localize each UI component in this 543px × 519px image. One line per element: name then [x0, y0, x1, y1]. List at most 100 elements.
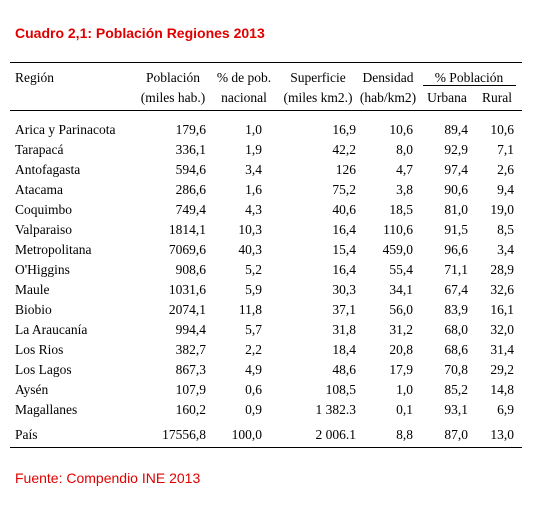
value-cell: 56,0: [389, 302, 413, 317]
value-cell: 110,6: [383, 222, 413, 237]
region-cell: Metropolitana: [15, 242, 91, 257]
value-cell: 20,8: [389, 342, 413, 357]
value-cell: 29,2: [490, 362, 514, 377]
value-cell: 11,8: [239, 302, 262, 317]
header-cell: % Población: [435, 70, 504, 85]
value-cell: 40,3: [238, 242, 262, 257]
header-cell: (miles hab.): [141, 90, 205, 105]
value-cell: 32,0: [490, 322, 514, 337]
region-cell: La Araucanía: [15, 322, 87, 337]
value-cell: 97,4: [444, 162, 468, 177]
header-cell: nacional: [221, 90, 267, 105]
header-cell: Región: [15, 70, 54, 85]
value-cell: 30,3: [332, 282, 356, 297]
value-cell: 4,3: [245, 202, 262, 217]
value-cell: 67,4: [444, 282, 468, 297]
value-cell: 1814,1: [169, 222, 206, 237]
value-cell: 8,8: [396, 427, 413, 442]
value-cell: 10,6: [490, 122, 514, 137]
region-cell: Maule: [15, 282, 50, 297]
value-cell: 28,9: [490, 262, 514, 277]
value-cell: 70,8: [444, 362, 468, 377]
header-cell: Población: [146, 70, 200, 85]
value-cell: 107,9: [176, 382, 207, 397]
region-cell: Atacama: [15, 182, 63, 197]
value-cell: 15,4: [332, 242, 356, 257]
value-cell: 382,7: [176, 342, 207, 357]
value-cell: 55,4: [389, 262, 413, 277]
header-cell: Superficie: [290, 70, 345, 85]
value-cell: 68,6: [444, 342, 468, 357]
value-cell: 0,9: [245, 402, 262, 417]
value-cell: 9,4: [497, 182, 514, 197]
value-cell: 2 006.1: [316, 427, 357, 442]
value-cell: 1,0: [245, 122, 262, 137]
value-cell: 83,9: [444, 302, 468, 317]
value-cell: 1,0: [396, 382, 413, 397]
value-cell: 17,9: [389, 362, 413, 377]
header-cell: Urbana: [427, 90, 467, 105]
value-cell: 85,2: [444, 382, 468, 397]
value-cell: 2,2: [245, 342, 262, 357]
value-cell: 40,6: [332, 202, 356, 217]
region-cell: Antofagasta: [15, 162, 80, 177]
value-cell: 100,0: [232, 427, 263, 442]
value-cell: 5,7: [245, 322, 262, 337]
value-cell: 17556,8: [162, 427, 206, 442]
value-cell: 908,6: [176, 262, 207, 277]
region-cell: Valparaiso: [15, 222, 72, 237]
value-cell: 0,1: [396, 402, 413, 417]
value-cell: 594,6: [176, 162, 207, 177]
value-cell: 31,2: [389, 322, 413, 337]
value-cell: 160,2: [176, 402, 206, 417]
value-cell: 286,6: [176, 182, 207, 197]
region-cell: Coquimbo: [15, 202, 72, 217]
header-cell: % de pob.: [217, 70, 271, 85]
value-cell: 4,9: [245, 362, 262, 377]
value-cell: 81,0: [444, 202, 468, 217]
value-cell: 16,1: [490, 302, 514, 317]
value-cell: 91,5: [444, 222, 468, 237]
value-cell: 75,2: [332, 182, 356, 197]
region-cell: Los Rios: [15, 342, 63, 357]
value-cell: 7069,6: [169, 242, 206, 257]
value-cell: 16,4: [332, 222, 356, 237]
region-cell: Los Lagos: [15, 362, 72, 377]
source: Fuente: Compendio INE 2013: [15, 470, 200, 486]
value-cell: 93,1: [444, 402, 468, 417]
value-cell: 18,5: [389, 202, 413, 217]
region-cell: Magallanes: [15, 402, 77, 417]
value-cell: 31,4: [490, 342, 514, 357]
header-cell: (hab/km2): [360, 90, 416, 105]
value-cell: 68,0: [444, 322, 468, 337]
region-cell: Tarapacá: [15, 142, 64, 157]
value-cell: 37,1: [332, 302, 356, 317]
value-cell: 19,0: [490, 202, 514, 217]
value-cell: 1 382.3: [316, 402, 357, 417]
region-cell: Aysén: [15, 382, 49, 397]
value-cell: 336,1: [176, 142, 206, 157]
value-cell: 2,6: [497, 162, 514, 177]
value-cell: 7,1: [497, 142, 514, 157]
value-cell: 1031,6: [169, 282, 206, 297]
value-cell: 34,1: [389, 282, 413, 297]
value-cell: 87,0: [444, 427, 468, 442]
value-cell: 3,8: [396, 182, 413, 197]
value-cell: 96,6: [444, 242, 468, 257]
value-cell: 90,6: [444, 182, 468, 197]
value-cell: 92,9: [444, 142, 468, 157]
value-cell: 749,4: [176, 202, 207, 217]
value-cell: 42,2: [332, 142, 356, 157]
value-cell: 3,4: [245, 162, 262, 177]
value-cell: 5,9: [245, 282, 262, 297]
title: Cuadro 2,1: Población Regiones 2013: [15, 25, 265, 41]
value-cell: 179,6: [176, 122, 207, 137]
value-cell: 16,4: [332, 262, 356, 277]
value-cell: 14,8: [490, 382, 514, 397]
value-cell: 71,1: [444, 262, 468, 277]
value-cell: 32,6: [490, 282, 514, 297]
value-cell: 10,6: [389, 122, 413, 137]
value-cell: 6,9: [497, 402, 514, 417]
value-cell: 13,0: [490, 427, 514, 442]
